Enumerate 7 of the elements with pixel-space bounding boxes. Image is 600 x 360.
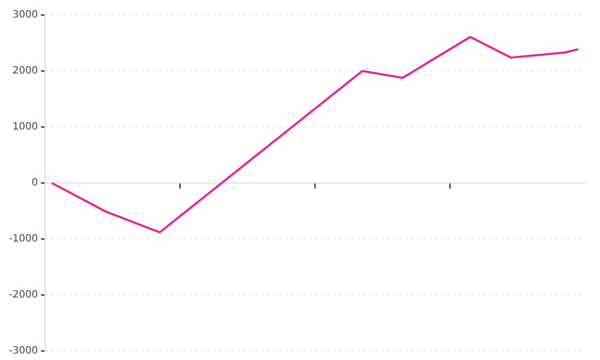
y-tick-label: 0 — [32, 178, 38, 189]
y-tick-label: -2000 — [8, 290, 38, 301]
y-tick-label: 1000 — [12, 122, 38, 133]
y-tick-label: 2000 — [12, 66, 38, 77]
y-tick-label: -3000 — [8, 346, 38, 357]
y-tick-label: -1000 — [8, 234, 38, 245]
y-tick-label: 3000 — [12, 10, 38, 21]
